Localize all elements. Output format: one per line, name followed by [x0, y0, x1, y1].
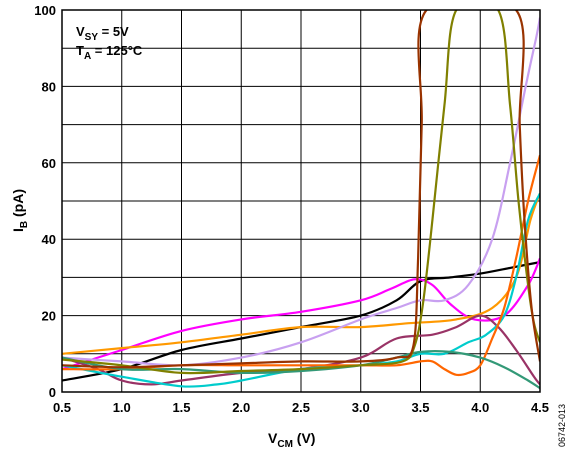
plot-frame — [61, 9, 541, 393]
y-tick-label: 100 — [34, 3, 56, 18]
y-axis-label: IB (pA) — [10, 189, 30, 232]
series-layer — [62, 10, 540, 390]
condition-supply: VSY = 5V — [76, 24, 129, 43]
x-tick-label: 1.5 — [172, 400, 190, 415]
series-line-10 — [62, 10, 540, 369]
x-tick-label: 1.0 — [113, 400, 131, 415]
figure-id: 06742-013 — [557, 404, 567, 447]
series-line-5 — [62, 314, 540, 386]
series-line-1 — [62, 261, 540, 382]
y-tick-label: 60 — [42, 156, 56, 171]
x-tick-label: 3.5 — [411, 400, 429, 415]
x-axis-label: VCM (V) — [268, 430, 315, 450]
series-line-9 — [62, 10, 540, 375]
x-tick-labels: 0.5 1.0 1.5 2.0 2.5 3.0 3.5 4.0 4.5 — [53, 400, 549, 415]
grid-lines — [62, 10, 540, 392]
y-tick-label: 20 — [42, 309, 56, 324]
y-tick-label: 0 — [49, 385, 56, 400]
condition-temperature: TA = 125°C — [76, 43, 143, 62]
y-tick-label: 40 — [42, 232, 56, 247]
y-tick-label: 80 — [42, 79, 56, 94]
x-tick-label: 4.5 — [531, 400, 549, 415]
x-tick-label: 4.0 — [471, 400, 489, 415]
x-tick-label: 2.5 — [292, 400, 310, 415]
series-line-7 — [62, 154, 540, 377]
x-tick-label: 0.5 — [53, 400, 71, 415]
y-tick-labels: 0 20 40 60 80 100 — [34, 3, 56, 400]
x-tick-label: 3.0 — [352, 400, 370, 415]
x-tick-label: 2.0 — [232, 400, 250, 415]
